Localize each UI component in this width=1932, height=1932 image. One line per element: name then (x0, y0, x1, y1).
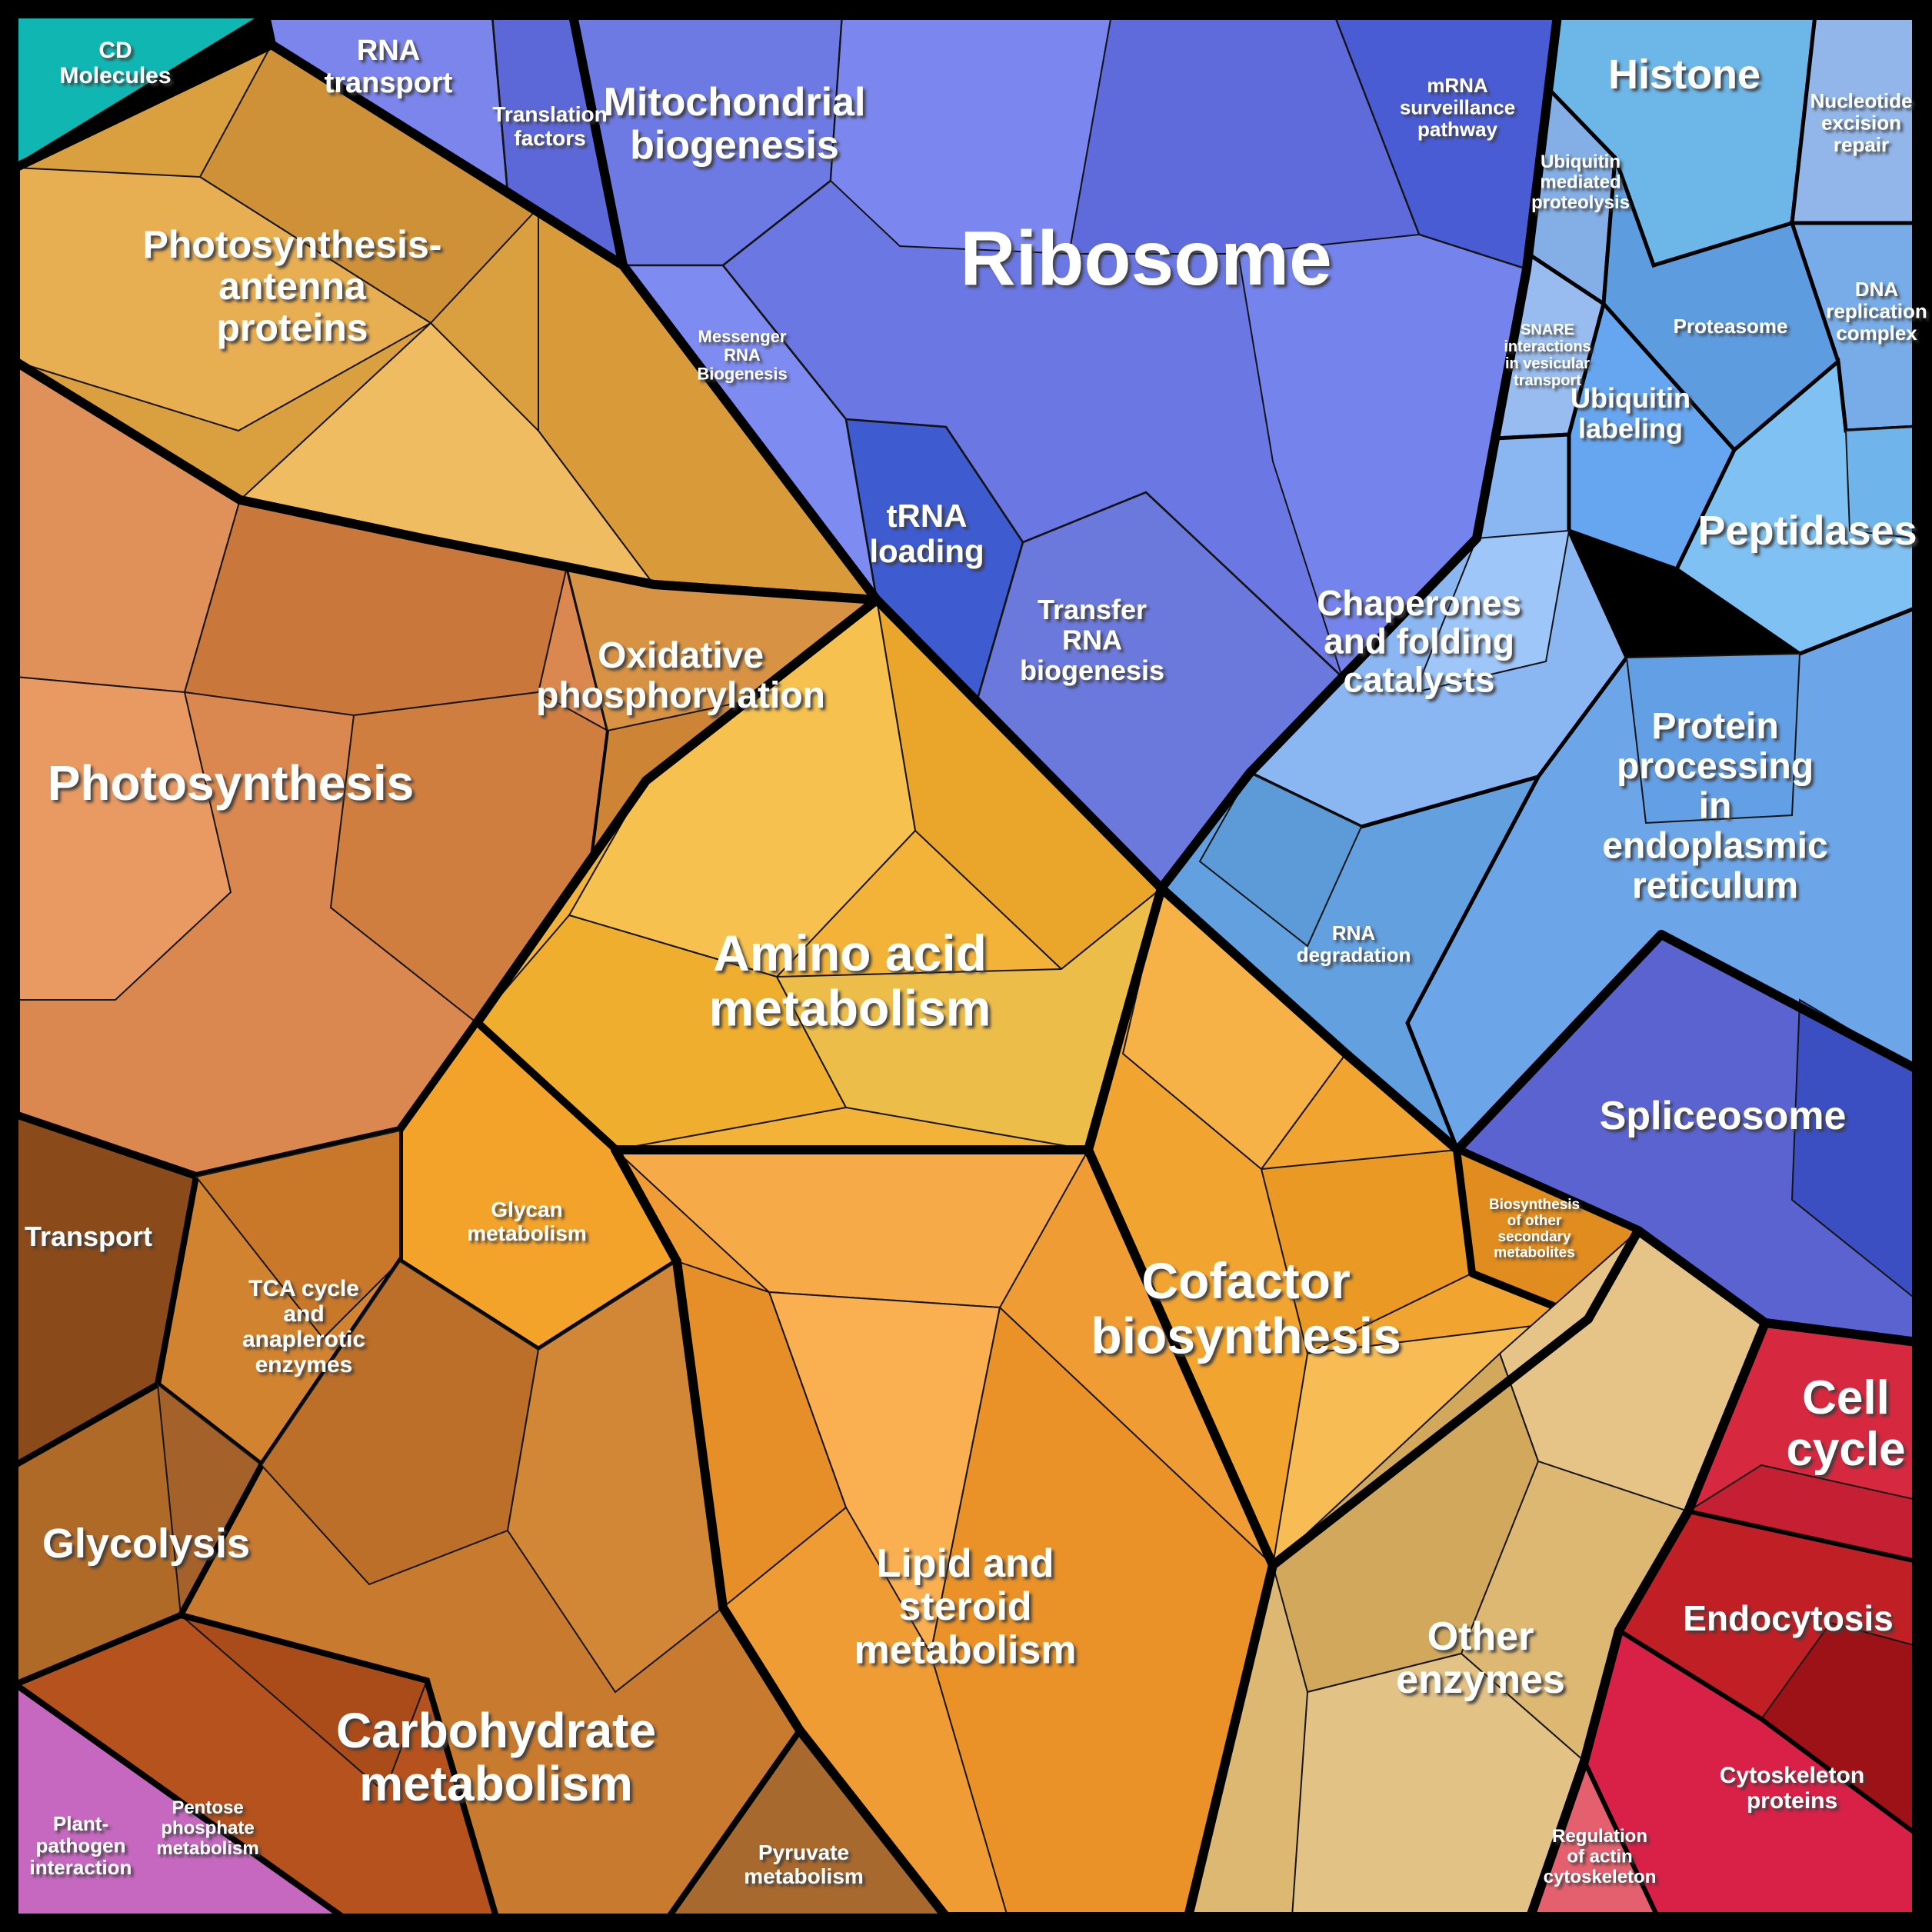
plant-pathogen-label: Plant-pathogen interaction (30, 1812, 132, 1879)
rna-degradation-subcell (1198, 771, 1363, 948)
spliceosome-label: Spliceosome (1600, 1094, 1847, 1138)
messenger-rna-biogenesis-label: Messenger RNA Biogenesis (697, 327, 787, 383)
rna-degradation-label: RNA degradation (1297, 921, 1411, 967)
histone-label: Histone (1608, 52, 1760, 98)
chaperones-subcell (1414, 529, 1571, 694)
labels: CD Molecules RNA transport Translation fact… (25, 35, 1927, 1888)
trna-loading-label: tRNA loading (869, 498, 984, 569)
amino-acid-label: Amino acid metabolism (709, 924, 991, 1036)
cell-cd-molecules[interactable] (12, 12, 277, 174)
transfer-rna-label: Transfer RNA biogenesis (1020, 594, 1164, 686)
carbohydrate-label: Carbohydrate metabolism (336, 1703, 656, 1811)
glycolysis-label: Glycolysis (42, 1521, 250, 1567)
tca-label: TCA cycle and anaplerotic enzymes (242, 1276, 365, 1377)
carbohydrate-subcell (506, 1260, 724, 1694)
cytoskeleton-label: Cytoskeleton proteins (1720, 1763, 1864, 1814)
bosm-label: Biosynthesis of other secondary metabolites (1489, 1197, 1580, 1261)
lipid-label: Lipid and steroid metabolism (854, 1541, 1077, 1672)
glycan-label: Glycan metabolism (467, 1198, 587, 1245)
protein-processing-subcell (1625, 652, 1801, 824)
cd-molecules-label: CD Molecules (59, 38, 171, 88)
cellular-processes-outline (1526, 1318, 1921, 1921)
oxphos-label: Oxidative phosphorylation (536, 635, 825, 716)
cell-ubiquitin-labeling[interactable] (1567, 299, 1737, 572)
cell-plant-pathogen-interaction[interactable] (12, 1678, 352, 1920)
protein-processing-label: Protein processing in endoplasmic reticulum (1602, 706, 1827, 906)
antenna-label: Photosynthesis-antenna proteins (143, 223, 442, 349)
endocytosis-label: Endocytosis (1683, 1598, 1894, 1638)
translation-factors-label: Translation factors (492, 102, 607, 150)
ubiquitin-labeling-label: Ubiquitin labeling (1571, 382, 1690, 445)
rna-transport-label: RNA transport (325, 35, 453, 99)
other-enzymes-label: Other enzymes (1396, 1614, 1565, 1702)
transport-label: Transport (25, 1221, 152, 1252)
pyruvate-label: Pyruvate metabolism (744, 1840, 864, 1888)
ner-label: Nucleotide excision repair (1810, 89, 1913, 156)
mitochondrial-biogenesis-label: Mitochondrial biogenesis (604, 80, 866, 168)
ump-label: Ubiquitin mediated proteolysis (1531, 152, 1630, 213)
mrna-surveillance-label: mRNA surveillance pathway (1400, 74, 1515, 141)
amino-acid-subcell (775, 886, 1163, 1151)
peptidases-label: Peptidases (1697, 508, 1917, 554)
ribosome-label: Ribosome (960, 215, 1331, 301)
dna-replication-label: DNA replication complex (1826, 278, 1927, 345)
snare-label: SNARE interactions in vesicular transport (1504, 321, 1591, 389)
proteasome-label: Proteasome (1674, 315, 1788, 338)
regulation-actin-label: Regulation of actin cytoskeleton (1544, 1826, 1657, 1887)
cell-cycle-label: Cell cycle (1786, 1371, 1905, 1476)
chaperones-label: Chaperones and folding catalysts (1317, 583, 1521, 699)
other-enzymes-subcell (1271, 1352, 1540, 1694)
photosynthesis-label: Photosynthesis (48, 755, 415, 811)
pentose-label: Pentose phosphate metabolism (156, 1797, 258, 1859)
cofactor-label: Cofactor biosynthesis (1091, 1252, 1401, 1364)
